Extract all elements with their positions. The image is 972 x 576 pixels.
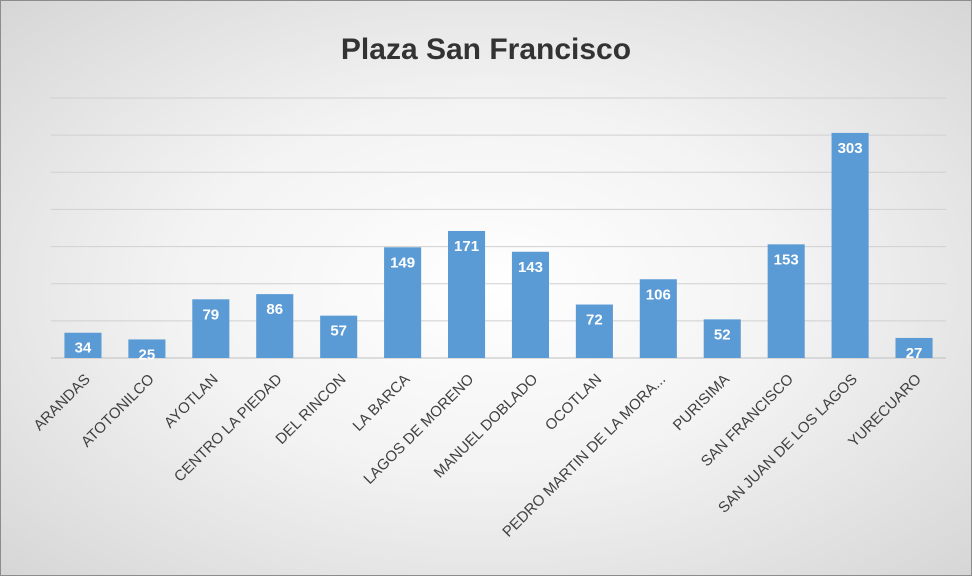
- data-label: 153: [774, 251, 799, 268]
- category-label: PURISIMA: [670, 371, 733, 434]
- data-label: 143: [518, 259, 543, 276]
- category-label: MANUEL DOBLADO: [431, 371, 542, 482]
- data-labels: 34 25 79 86 57 149 171 143 72 106 52 153 303 27: [75, 140, 923, 364]
- data-label: 171: [454, 238, 479, 255]
- category-label: CENTRO LA PIEDAD: [171, 371, 286, 486]
- category-label: LA BARCA: [350, 371, 414, 435]
- data-label: 25: [139, 346, 156, 363]
- data-label: 303: [838, 140, 863, 157]
- category-label: AYOTLAN: [161, 371, 222, 432]
- gridlines: [51, 97, 946, 359]
- bar: [831, 132, 869, 358]
- bars: [64, 132, 933, 358]
- data-label: 79: [202, 306, 219, 323]
- data-label: 52: [714, 326, 731, 343]
- category-label: LAGOS DE MORENO: [360, 371, 477, 488]
- data-label: 149: [390, 254, 415, 271]
- bar: [256, 294, 294, 358]
- data-label: 106: [646, 286, 671, 303]
- bar: [703, 319, 741, 358]
- data-label: 72: [586, 312, 603, 329]
- bar: [895, 337, 933, 358]
- bar: [384, 247, 422, 358]
- category-label: ARANDAS: [30, 371, 93, 434]
- data-label: 57: [330, 323, 347, 340]
- bar: [639, 279, 677, 358]
- category-label: SAN JUAN DE LOS LAGOS: [715, 371, 861, 517]
- bar: [192, 299, 230, 358]
- bar: [575, 304, 613, 358]
- bar: [320, 315, 358, 358]
- bar: [64, 332, 102, 358]
- bar: [447, 230, 486, 358]
- bar: [128, 339, 166, 358]
- chart-title: Plaza San Francisco: [341, 33, 631, 66]
- bar: [767, 244, 805, 358]
- data-label: 27: [906, 345, 923, 362]
- data-label: 34: [75, 340, 92, 357]
- bar: [511, 251, 550, 358]
- data-label: 86: [266, 301, 283, 318]
- category-label: OCOTLAN: [542, 371, 605, 434]
